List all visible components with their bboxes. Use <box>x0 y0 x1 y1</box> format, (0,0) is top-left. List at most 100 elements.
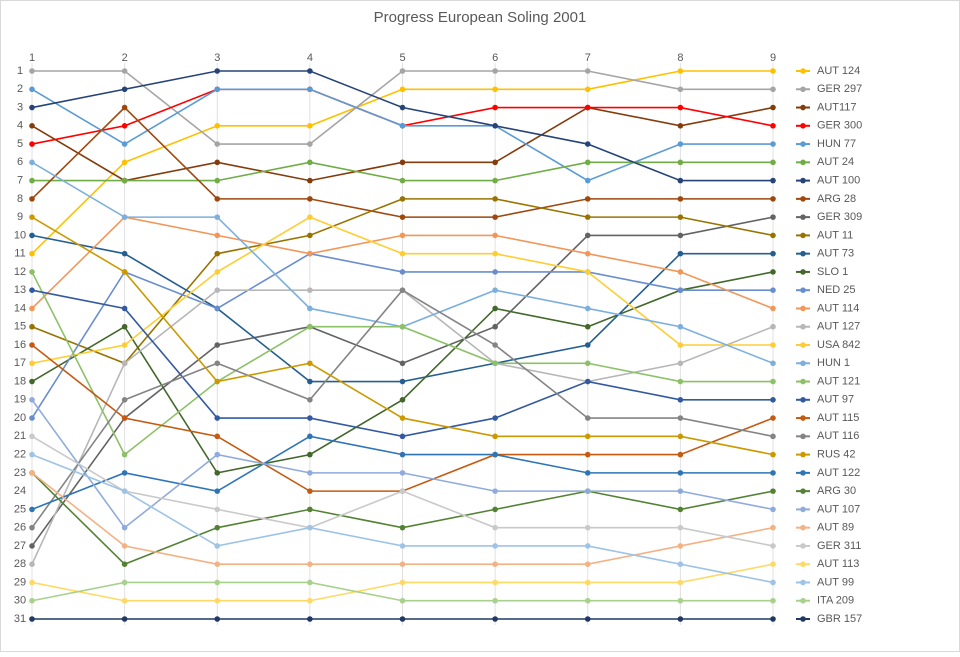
legend-marker <box>800 86 806 93</box>
point <box>29 470 35 476</box>
point <box>770 415 776 421</box>
point <box>399 579 406 586</box>
point <box>307 561 313 567</box>
point <box>214 433 221 440</box>
point <box>307 196 313 202</box>
point <box>492 524 498 531</box>
point <box>677 415 684 421</box>
legend-label: ITA 209 <box>817 595 854 607</box>
point <box>307 232 313 239</box>
point <box>677 68 684 74</box>
point <box>399 524 406 531</box>
point <box>29 451 35 458</box>
point <box>770 177 776 184</box>
point <box>492 451 498 458</box>
y-tick-label: 8 <box>17 193 23 205</box>
legend-marker <box>800 470 806 476</box>
legend-label: AUT117 <box>817 101 857 113</box>
legend-label: GER 309 <box>817 211 862 223</box>
point <box>584 488 591 494</box>
point <box>770 232 776 239</box>
point <box>584 433 591 440</box>
y-tick-label: 29 <box>14 576 26 588</box>
point <box>121 561 128 567</box>
point <box>677 360 684 367</box>
point <box>121 360 128 367</box>
point <box>307 287 313 294</box>
point <box>399 232 406 239</box>
legend-label: AUT 89 <box>817 522 854 534</box>
point <box>584 68 591 74</box>
legend-label: AUT 127 <box>817 321 860 333</box>
point <box>770 616 776 622</box>
y-tick-label: 27 <box>14 540 26 552</box>
point <box>584 415 591 421</box>
point <box>677 378 684 385</box>
y-tick-label: 28 <box>14 558 26 570</box>
point <box>677 470 684 476</box>
point <box>214 214 221 220</box>
legend-label: AUT 100 <box>817 175 860 187</box>
point <box>677 524 684 531</box>
point <box>492 86 498 93</box>
point <box>584 196 591 202</box>
point <box>770 250 776 257</box>
point <box>121 616 128 622</box>
point <box>307 177 313 184</box>
point <box>399 415 406 421</box>
point <box>770 214 776 220</box>
point <box>399 269 406 275</box>
point <box>584 524 591 531</box>
point <box>121 86 128 93</box>
y-tick-label: 13 <box>14 284 26 296</box>
point <box>214 488 221 494</box>
legend-marker <box>800 579 806 586</box>
point <box>492 196 498 202</box>
point <box>584 616 591 622</box>
point <box>584 451 591 458</box>
x-tick-label: 1 <box>29 52 35 64</box>
legend-label: AUT 113 <box>817 558 859 570</box>
point <box>214 616 221 622</box>
point <box>584 269 591 275</box>
y-tick-label: 14 <box>14 302 26 314</box>
legend-marker <box>800 104 806 111</box>
point <box>770 68 776 74</box>
point <box>770 433 776 440</box>
legend-label: AUT 107 <box>817 503 860 515</box>
legend-marker <box>800 488 806 494</box>
point <box>399 323 406 330</box>
point <box>770 196 776 202</box>
point <box>492 250 498 257</box>
point <box>770 104 776 111</box>
point <box>214 269 221 275</box>
point <box>770 323 776 330</box>
point <box>29 68 35 74</box>
legend-marker <box>800 196 806 202</box>
legend-marker <box>800 415 806 421</box>
point <box>770 506 776 513</box>
point <box>584 561 591 567</box>
y-tick-label: 9 <box>17 211 23 223</box>
point <box>770 397 776 403</box>
legend-label: AUT 11 <box>817 229 853 241</box>
point <box>492 342 498 348</box>
point <box>29 561 35 567</box>
point <box>29 305 35 312</box>
point <box>121 470 128 476</box>
legend-label: AUT 116 <box>817 430 859 442</box>
point <box>307 506 313 513</box>
point <box>307 378 313 385</box>
point <box>29 232 35 239</box>
legend-marker <box>800 616 806 622</box>
legend-marker <box>800 506 806 513</box>
point <box>121 415 128 421</box>
point <box>492 269 498 275</box>
point <box>677 196 684 202</box>
legend-marker <box>800 214 806 220</box>
point <box>307 323 313 330</box>
point <box>121 159 128 166</box>
y-tick-label: 7 <box>17 175 23 187</box>
point <box>770 451 776 458</box>
point <box>399 104 406 111</box>
